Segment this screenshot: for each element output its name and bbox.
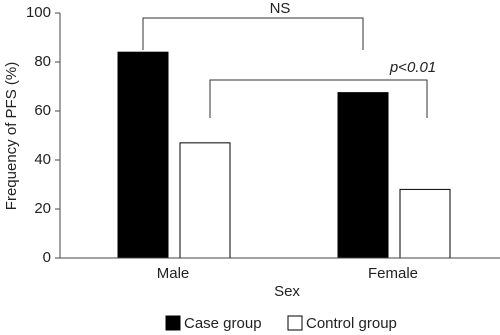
y-tick-label: 80 bbox=[34, 53, 51, 70]
bracket bbox=[142, 17, 364, 50]
legend-label: Control group bbox=[306, 315, 397, 332]
bar bbox=[337, 92, 389, 259]
x-tick-label: Male bbox=[157, 265, 190, 282]
annotation: NS bbox=[270, 0, 291, 17]
y-tick-label: 20 bbox=[34, 200, 51, 217]
y-axis-label: Frequency of PFS (%) bbox=[3, 62, 20, 210]
bracket bbox=[209, 79, 428, 118]
x-tick-label: Female bbox=[368, 265, 418, 282]
y-tick-label: 60 bbox=[34, 102, 51, 119]
legend-label: Case group bbox=[184, 315, 262, 332]
bar bbox=[117, 51, 169, 259]
bar bbox=[179, 142, 231, 259]
annotation: p<0.01 bbox=[389, 59, 436, 76]
legend-swatch bbox=[165, 315, 181, 331]
bar bbox=[399, 188, 451, 259]
y-tick-label: 100 bbox=[26, 4, 51, 21]
x-axis-label: Sex bbox=[274, 283, 300, 300]
y-tick-label: 0 bbox=[43, 249, 51, 266]
legend-swatch bbox=[287, 315, 303, 331]
y-tick-label: 40 bbox=[34, 151, 51, 168]
